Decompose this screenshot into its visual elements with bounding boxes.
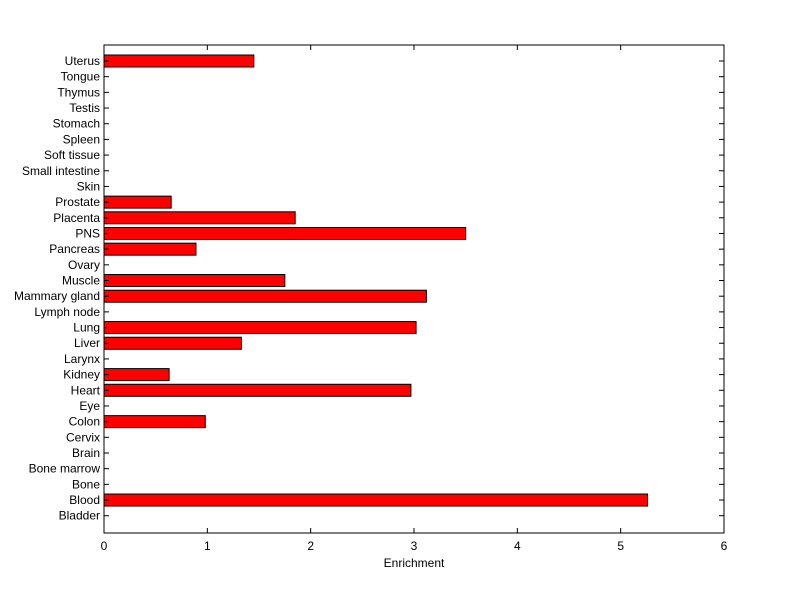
y-tick-label-lymph-node: Lymph node bbox=[34, 305, 100, 319]
y-tick-label-thymus: Thymus bbox=[57, 85, 100, 99]
x-tick-label-3: 3 bbox=[411, 539, 418, 553]
y-tick-label-blood: Blood bbox=[69, 493, 100, 507]
y-tick-label-uterus: Uterus bbox=[65, 54, 100, 68]
x-tick-label-4: 4 bbox=[514, 539, 521, 553]
y-tick-label-larynx: Larynx bbox=[64, 352, 100, 366]
bar-uterus bbox=[103, 54, 255, 68]
x-tick-label-1: 1 bbox=[204, 539, 211, 553]
y-tick-label-eye: Eye bbox=[79, 399, 100, 413]
y-tick-label-cervix: Cervix bbox=[66, 430, 100, 444]
y-tick-label-kidney: Kidney bbox=[63, 368, 100, 382]
y-tick-label-spleen: Spleen bbox=[63, 132, 100, 146]
y-tick-label-bladder: Bladder bbox=[59, 509, 100, 523]
y-tick-label-pancreas: Pancreas bbox=[49, 242, 100, 256]
bar-prostate bbox=[103, 195, 172, 209]
x-tick-label-5: 5 bbox=[617, 539, 624, 553]
x-ticks-group: 0 1 2 3 4 5 6 bbox=[101, 45, 728, 553]
y-tick-label-prostate: Prostate bbox=[55, 195, 100, 209]
x-tick-label-6: 6 bbox=[721, 539, 728, 553]
y-tick-label-testis: Testis bbox=[69, 101, 100, 115]
y-tick-label-muscle: Muscle bbox=[62, 274, 100, 288]
bar-kidney bbox=[103, 368, 170, 382]
y-tick-label-colon: Colon bbox=[69, 415, 100, 429]
y-tick-label-skin: Skin bbox=[77, 179, 100, 193]
y-tick-label-soft-tissue: Soft tissue bbox=[44, 148, 100, 162]
bar-blood bbox=[103, 493, 649, 507]
bar-pns bbox=[103, 226, 467, 240]
bar-mammary-gland bbox=[103, 289, 427, 303]
x-tick-label-2: 2 bbox=[307, 539, 314, 553]
bar-pancreas bbox=[103, 242, 197, 256]
bars-group bbox=[103, 54, 649, 507]
bar-colon bbox=[103, 415, 206, 429]
bar-heart bbox=[103, 383, 412, 397]
y-tick-label-ovary: Ovary bbox=[68, 258, 100, 272]
x-tick-label-0: 0 bbox=[101, 539, 108, 553]
plot-area-frame bbox=[103, 44, 725, 534]
y-tick-label-small-intestine: Small intestine bbox=[22, 164, 100, 178]
x-axis-label: Enrichment bbox=[384, 556, 445, 570]
bar-muscle bbox=[103, 274, 286, 288]
y-tick-label-stomach: Stomach bbox=[53, 117, 100, 131]
y-tick-label-pns: PNS bbox=[75, 226, 100, 240]
y-tick-label-tongue: Tongue bbox=[61, 70, 101, 84]
y-tick-label-bone-marrow: Bone marrow bbox=[29, 462, 101, 476]
bar-lung bbox=[103, 321, 417, 335]
y-tick-label-heart: Heart bbox=[71, 383, 101, 397]
y-tick-label-placenta: Placenta bbox=[53, 211, 100, 225]
bar-placenta bbox=[103, 211, 296, 225]
y-tick-label-lung: Lung bbox=[73, 321, 100, 335]
y-tick-label-brain: Brain bbox=[72, 446, 100, 460]
y-tick-label-liver: Liver bbox=[74, 336, 100, 350]
bar-liver bbox=[103, 336, 242, 350]
y-tick-label-mammary-gland: Mammary gland bbox=[14, 289, 100, 303]
y-tick-label-bone: Bone bbox=[72, 477, 100, 491]
